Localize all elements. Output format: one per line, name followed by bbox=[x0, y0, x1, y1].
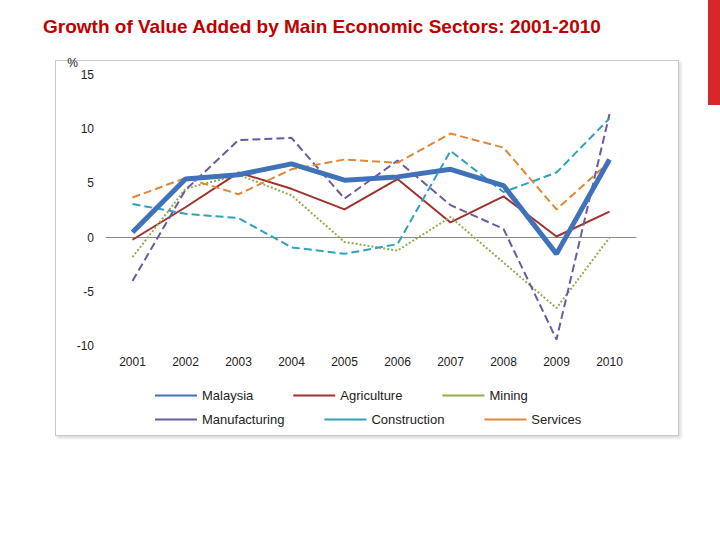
svg-text:Construction: Construction bbox=[371, 412, 444, 427]
svg-text:Agriculture: Agriculture bbox=[340, 388, 402, 403]
svg-text:2003: 2003 bbox=[225, 355, 252, 369]
svg-text:%: % bbox=[67, 56, 78, 70]
svg-text:10: 10 bbox=[81, 122, 95, 136]
svg-text:Mining: Mining bbox=[489, 388, 527, 403]
svg-text:2010: 2010 bbox=[596, 355, 623, 369]
svg-text:2008: 2008 bbox=[490, 355, 517, 369]
svg-text:2005: 2005 bbox=[331, 355, 358, 369]
svg-text:Manufacturing: Manufacturing bbox=[202, 412, 284, 427]
svg-text:Growth of Value Added by Main: Growth of Value Added by Main Economic S… bbox=[43, 16, 601, 37]
svg-text:2001: 2001 bbox=[119, 355, 146, 369]
svg-text:2004: 2004 bbox=[278, 355, 305, 369]
svg-text:15: 15 bbox=[81, 68, 95, 82]
svg-text:2009: 2009 bbox=[543, 355, 570, 369]
svg-text:2006: 2006 bbox=[384, 355, 411, 369]
svg-text:-5: -5 bbox=[83, 285, 94, 299]
svg-text:5: 5 bbox=[87, 176, 94, 190]
svg-text:0: 0 bbox=[87, 231, 94, 245]
svg-text:Malaysia: Malaysia bbox=[202, 388, 254, 403]
svg-text:Services: Services bbox=[531, 412, 581, 427]
svg-text:2007: 2007 bbox=[437, 355, 464, 369]
svg-text:2002: 2002 bbox=[172, 355, 199, 369]
svg-text:-10: -10 bbox=[77, 339, 95, 353]
